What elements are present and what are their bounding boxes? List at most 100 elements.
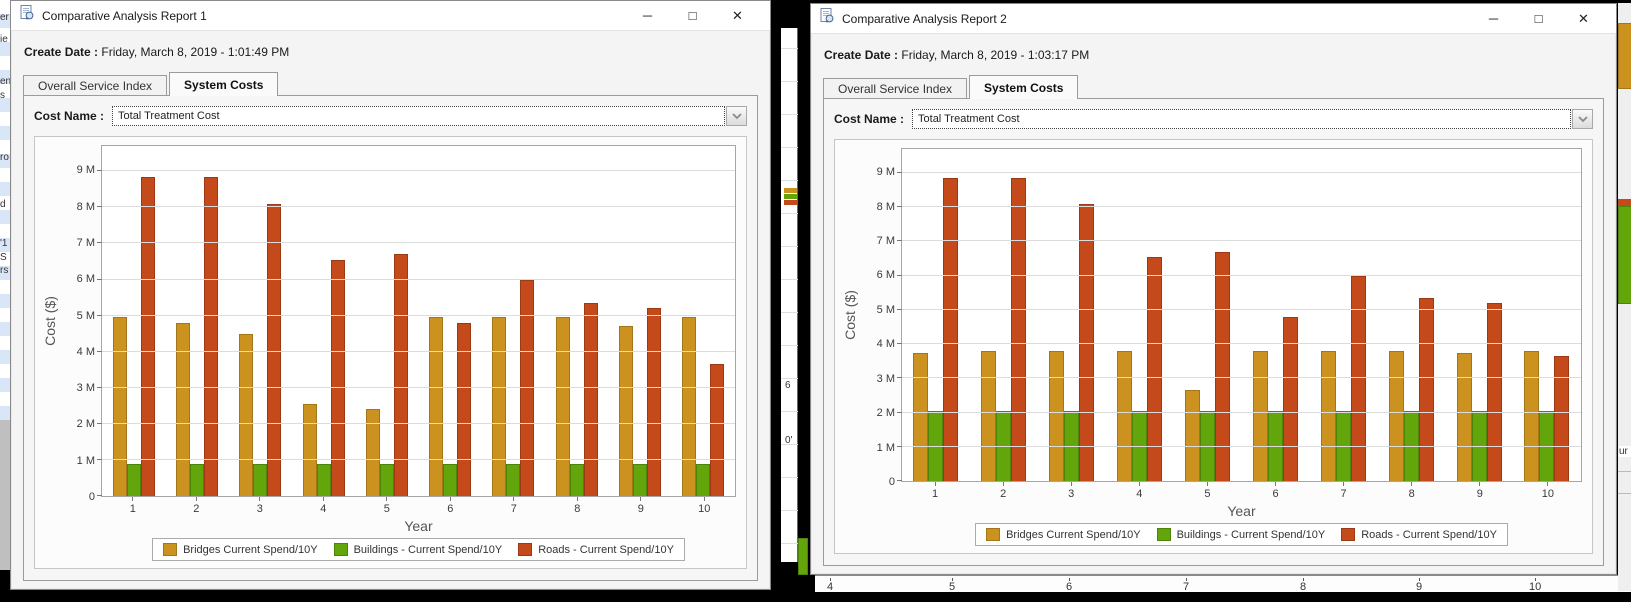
tab-bar: Overall Service Index System Costs — [823, 75, 1604, 99]
create-date-value: Friday, March 8, 2019 - 1:01:49 PM — [101, 45, 290, 59]
gridline — [102, 170, 735, 172]
bar-roads — [1011, 178, 1027, 481]
background-row — [0, 294, 10, 308]
background-row — [0, 308, 10, 322]
tab-overall-service-index[interactable]: Overall Service Index — [23, 75, 168, 96]
bar-roads — [330, 259, 345, 496]
background-text-fragment: ur — [1619, 446, 1631, 457]
background-row — [0, 336, 10, 350]
background-gridline — [781, 48, 798, 49]
legend-swatch — [518, 543, 533, 556]
bar-group — [237, 146, 283, 496]
gridline — [902, 377, 1581, 379]
bar-buildings — [569, 463, 584, 496]
bar-roads — [1147, 256, 1163, 481]
close-button[interactable]: ✕ — [732, 7, 743, 23]
cost-name-dropdown[interactable]: Total Treatment Cost — [912, 108, 1593, 129]
background-axis-number: 4 — [827, 578, 833, 593]
background-gridline — [781, 477, 798, 478]
y-tick-label: 6 M — [876, 269, 895, 282]
background-gridline — [781, 279, 798, 280]
tab-system-costs[interactable]: System Costs — [169, 72, 279, 96]
dropdown-button[interactable] — [1572, 108, 1593, 129]
background-text-fragment: ie — [0, 34, 8, 45]
background-axis-line — [797, 28, 798, 562]
tab-overall-service-index[interactable]: Overall Service Index — [823, 78, 968, 99]
bar-roads — [943, 178, 959, 481]
y-tick-mark — [897, 411, 902, 413]
plot-area — [97, 145, 736, 497]
maximize-button[interactable]: □ — [688, 8, 697, 23]
background-window-right-sliver: ur — [1618, 3, 1631, 591]
title-bar[interactable]: Comparative Analysis Report 2 ─ □ ✕ — [811, 4, 1616, 34]
background-row — [0, 168, 10, 182]
y-tick-mark — [97, 386, 102, 388]
background-gridline — [781, 444, 798, 445]
background-row — [0, 56, 10, 70]
y-tick-label: 3 M — [76, 382, 95, 395]
background-text-fragment: 0' — [785, 435, 793, 446]
background-axis-number: 8 — [1300, 578, 1306, 593]
bar-group — [617, 146, 663, 496]
window-comparative-analysis-report-2: Comparative Analysis Report 2 ─ □ ✕ Crea… — [810, 3, 1617, 575]
y-tick-label: 2 M — [876, 407, 895, 420]
close-button[interactable]: ✕ — [1578, 10, 1589, 26]
y-tick-label: 7 M — [876, 234, 895, 247]
background-green-bar-fragment — [798, 538, 808, 575]
background-gridline — [781, 510, 798, 511]
cost-name-selected-value[interactable]: Total Treatment Cost — [912, 108, 1571, 129]
cost-name-selected-value[interactable]: Total Treatment Cost — [112, 105, 725, 126]
background-gridline — [781, 147, 798, 148]
gridline — [902, 445, 1581, 447]
bar-roads — [457, 322, 472, 496]
bar-group — [981, 149, 1027, 481]
background-axis-number: 10 — [1529, 578, 1541, 593]
dropdown-button[interactable] — [726, 105, 747, 126]
y-tick-mark — [897, 480, 902, 481]
legend-label: Bridges Current Spend/10Y — [183, 543, 318, 556]
background-gold-bar-fragment — [1618, 23, 1631, 89]
legend-label: Roads - Current Spend/10Y — [1361, 528, 1497, 541]
bar-buildings — [379, 463, 394, 496]
background-row — [0, 70, 10, 84]
minimize-button[interactable]: ─ — [642, 8, 653, 23]
background-axis-number: 9 — [1416, 578, 1422, 593]
legend-label: Buildings - Current Spend/10Y — [1176, 528, 1326, 541]
create-date: Create Date : Friday, March 8, 2019 - 1:… — [824, 48, 1089, 62]
title-bar[interactable]: Comparative Analysis Report 1 ─ □ ✕ — [11, 1, 770, 31]
minimize-button[interactable]: ─ — [1488, 11, 1499, 26]
maximize-button[interactable]: □ — [1534, 11, 1543, 26]
tab-system-costs[interactable]: System Costs — [969, 75, 1079, 99]
y-tick-mark — [97, 278, 102, 280]
x-tick-label: 3 — [237, 497, 283, 515]
background-row — [0, 322, 10, 336]
background-gridline — [781, 246, 798, 247]
x-tick-label: 6 — [427, 497, 473, 515]
window-title: Comparative Analysis Report 2 — [842, 11, 1007, 26]
bar-bridges — [555, 317, 570, 496]
bar-buildings — [126, 463, 141, 496]
bar-roads — [583, 302, 598, 496]
y-tick-mark — [97, 495, 102, 496]
y-tick-label: 5 M — [876, 303, 895, 316]
cost-name-dropdown[interactable]: Total Treatment Cost — [112, 105, 747, 126]
y-tick-label: 0 — [88, 491, 95, 503]
bar-group — [913, 149, 959, 481]
legend-swatch — [333, 543, 348, 556]
legend-swatch — [986, 528, 1001, 541]
bar-group — [680, 146, 726, 496]
y-axis-title: Cost ($) — [42, 296, 58, 346]
x-tick-label: 10 — [681, 497, 727, 515]
background-gridline — [781, 312, 798, 313]
window-title: Comparative Analysis Report 1 — [42, 8, 207, 23]
bar-bridges — [429, 317, 444, 496]
bar-group — [1456, 149, 1502, 481]
create-date-label: Create Date : — [824, 48, 899, 62]
gridline — [102, 458, 735, 460]
legend-item: Buildings - Current Spend/10Y — [1156, 528, 1326, 541]
bar-bridges — [302, 404, 317, 496]
bar-bridges — [682, 317, 697, 496]
y-tick-label: 0 — [888, 476, 895, 488]
